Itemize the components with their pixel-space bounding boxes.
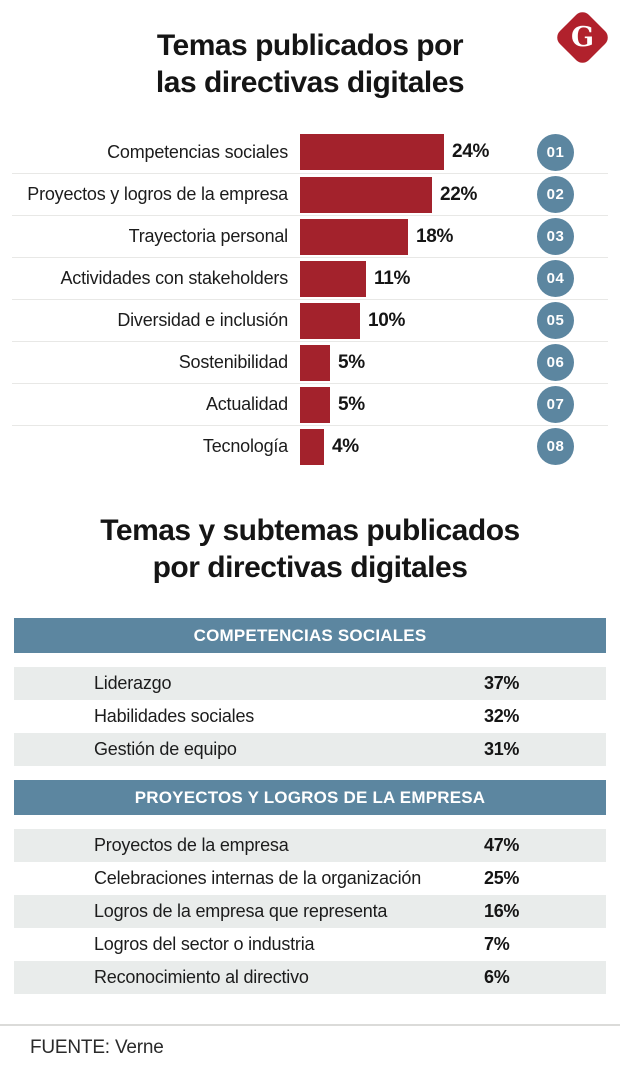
rank-badge: 02 bbox=[537, 176, 574, 213]
table-row-label: Gestión de equipo bbox=[94, 739, 237, 759]
rank-badge: 07 bbox=[537, 386, 574, 423]
source-text: FUENTE: Verne bbox=[30, 1037, 164, 1058]
bar-chart-title-line2: las directivas digitales bbox=[155, 66, 465, 99]
table-row: Proyectos de la empresa 47% bbox=[14, 829, 606, 862]
bar-value-label: 10% bbox=[368, 309, 406, 331]
table-row: Liderazgo 37% bbox=[14, 667, 606, 700]
table-row-value: 6% bbox=[484, 967, 510, 987]
bar bbox=[300, 260, 366, 297]
table-row-label: Logros de la empresa que representa bbox=[94, 901, 388, 921]
bar-row: Actualidad 5% 07 bbox=[12, 383, 608, 425]
table-row-value: 7% bbox=[484, 934, 510, 954]
bar-value-label: 5% bbox=[338, 351, 365, 373]
bar-row: Proyectos y logros de la empresa 22% 02 bbox=[12, 173, 608, 215]
bar-chart: Competencias sociales 24% 01 Proyectos y lo… bbox=[12, 131, 608, 467]
bar-value-label: 18% bbox=[416, 225, 454, 247]
table-row: Celebraciones internas de la organizació… bbox=[14, 862, 606, 895]
tables-title-line1: Temas y subtemas publicados bbox=[100, 514, 520, 547]
bar-row: Trayectoria personal 18% 03 bbox=[12, 215, 608, 257]
table-row-label: Habilidades sociales bbox=[94, 706, 255, 726]
tables-title: Temas y subtemas publicados por directiv… bbox=[0, 512, 620, 586]
table-row: Logros del sector o industria 7% bbox=[14, 928, 606, 961]
bar-row: Diversidad e inclusión 10% 05 bbox=[12, 299, 608, 341]
subtopic-table: COMPETENCIAS SOCIALES Liderazgo 37% Habilid… bbox=[14, 618, 606, 766]
table-row: Reconocimiento al directivo 6% bbox=[14, 961, 606, 994]
bar bbox=[300, 386, 330, 423]
table-row-value: 37% bbox=[484, 673, 520, 693]
table-row-value: 31% bbox=[484, 739, 520, 759]
bar-category-label: Tecnología bbox=[202, 436, 288, 456]
rank-badge: 04 bbox=[537, 260, 574, 297]
bar bbox=[300, 176, 432, 213]
table-row: Logros de la empresa que representa 16% bbox=[14, 895, 606, 928]
rank-badge: 05 bbox=[537, 302, 574, 339]
table-row-value: 16% bbox=[484, 901, 520, 921]
bar-value-label: 4% bbox=[332, 435, 359, 457]
table-header-gap bbox=[14, 653, 606, 667]
bar-category-label: Trayectoria personal bbox=[128, 226, 289, 246]
table-row-value: 47% bbox=[484, 835, 520, 855]
bar-value-label: 5% bbox=[338, 393, 365, 415]
bar-category-label: Competencias sociales bbox=[107, 141, 288, 162]
table-row: Habilidades sociales 32% bbox=[14, 700, 606, 733]
bar-row: Competencias sociales 24% 01 bbox=[12, 131, 608, 173]
bar bbox=[300, 302, 360, 339]
bar bbox=[300, 218, 408, 255]
bar-category-label: Actualidad bbox=[205, 394, 288, 414]
rank-badge: 03 bbox=[537, 218, 574, 255]
bar-category-label: Actividades con stakeholders bbox=[60, 268, 288, 288]
table-header: COMPETENCIAS SOCIALES bbox=[14, 618, 606, 653]
bar bbox=[300, 428, 324, 465]
subtopic-table: PROYECTOS Y LOGROS DE LA EMPRESA Proyecto… bbox=[14, 780, 606, 994]
bar-row: Actividades con stakeholders 11% 04 bbox=[12, 257, 608, 299]
bar-row: Sostenibilidad 5% 06 bbox=[12, 341, 608, 383]
bar-chart-title: Temas publicados por las directivas digi… bbox=[0, 0, 620, 101]
bar-chart-title-line1: Temas publicados por bbox=[156, 29, 464, 62]
table-row-label: Proyectos de la empresa bbox=[94, 835, 289, 855]
table-row-label: Liderazgo bbox=[94, 673, 172, 693]
table-row-value: 25% bbox=[484, 868, 520, 888]
table-row-value: 32% bbox=[484, 706, 520, 726]
bar-category-label: Diversidad e inclusión bbox=[117, 310, 288, 330]
table-row: Gestión de equipo 31% bbox=[14, 733, 606, 766]
tables-title-line2: por directivas digitales bbox=[152, 551, 468, 584]
bar-value-label: 22% bbox=[440, 183, 478, 205]
table-row-label: Logros del sector o industria bbox=[94, 934, 315, 954]
rank-badge: 08 bbox=[537, 428, 574, 465]
table-header-gap bbox=[14, 815, 606, 829]
bar-category-label: Sostenibilidad bbox=[178, 352, 288, 372]
subtopic-tables: COMPETENCIAS SOCIALES Liderazgo 37% Habilid… bbox=[14, 618, 606, 994]
table-row-label: Celebraciones internas de la organizació… bbox=[94, 868, 422, 888]
rank-badge: 01 bbox=[537, 133, 574, 171]
bar-row: Tecnología 4% 08 bbox=[12, 425, 608, 467]
bar bbox=[300, 134, 444, 170]
bar-value-label: 24% bbox=[452, 141, 490, 162]
rank-badge: 06 bbox=[537, 344, 574, 381]
brand-logo-letter: G bbox=[570, 22, 595, 53]
table-row-label: Reconocimiento al directivo bbox=[94, 967, 309, 987]
bar-value-label: 11% bbox=[374, 267, 411, 289]
footer-divider bbox=[0, 1024, 620, 1026]
bar-category-label: Proyectos y logros de la empresa bbox=[27, 184, 288, 204]
bar bbox=[300, 344, 330, 381]
table-header: PROYECTOS Y LOGROS DE LA EMPRESA bbox=[14, 780, 606, 815]
